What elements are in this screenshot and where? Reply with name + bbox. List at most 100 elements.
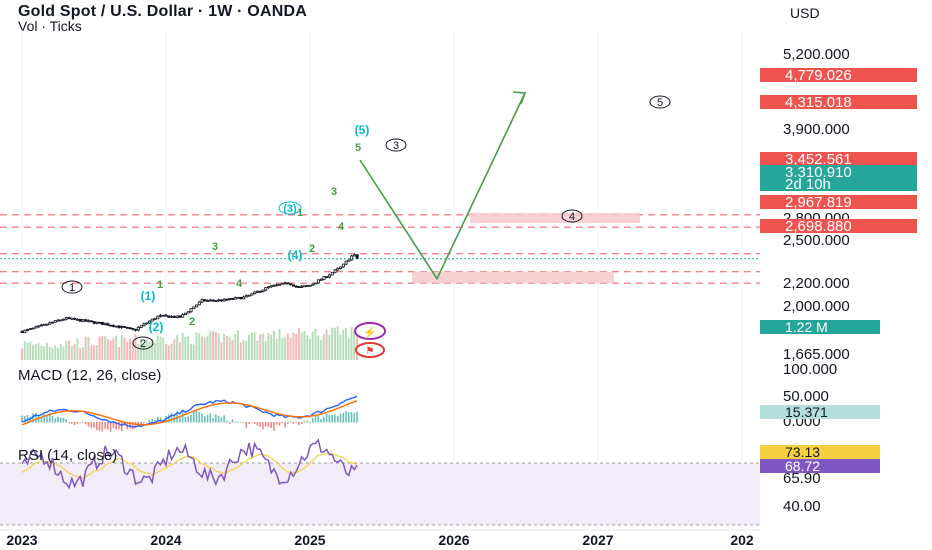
volume-bar — [37, 342, 40, 360]
macd-hist-bar — [195, 410, 198, 423]
volume-bar — [170, 343, 173, 360]
price-label-bg — [760, 177, 917, 191]
macd-hist-bar — [192, 410, 195, 423]
wave-label-primary: 2 — [140, 338, 146, 350]
volume-bar — [131, 341, 134, 360]
volume-bar — [104, 336, 107, 360]
volume-bar — [59, 344, 62, 360]
macd-hist-bar — [26, 415, 29, 423]
wave-label-minor: 4 — [338, 221, 345, 233]
macd-hist-bar — [253, 422, 256, 425]
macd-hist-bar — [115, 422, 117, 430]
macd-hist-bar — [79, 422, 81, 423]
price-label: 3,310.910 — [785, 164, 852, 181]
macd-hist-bar — [320, 419, 322, 423]
volume-bar — [79, 347, 82, 360]
candle-body — [48, 322, 52, 325]
wave-label-minor: 1 — [297, 207, 303, 219]
candle-body — [308, 284, 312, 287]
volume-bar — [239, 342, 242, 360]
candle-body — [106, 323, 110, 326]
candle-body — [175, 315, 179, 318]
macd-hist-bar — [65, 419, 68, 423]
projection-arrowhead — [512, 91, 527, 105]
macd-hist-bar — [68, 422, 70, 424]
candle-body — [39, 324, 43, 327]
candle-body — [153, 318, 157, 321]
macd-hist-bar — [314, 415, 317, 423]
wave-label-primary: 1 — [69, 282, 75, 294]
volume-bar — [350, 327, 353, 360]
macd-hist-bar — [109, 422, 112, 432]
macd-hist-bar — [342, 412, 345, 423]
macd-hist-bar — [311, 417, 314, 423]
candle-body — [319, 278, 323, 281]
wave-label-intermediate: (2) — [149, 320, 164, 334]
candle-body — [145, 322, 149, 325]
candle-body — [325, 276, 329, 278]
macd-hist-bar — [278, 422, 281, 426]
macd-hist-bar — [212, 418, 214, 423]
candle-body — [136, 327, 140, 331]
macd-hist-bar — [325, 413, 328, 423]
macd-hist-bar — [262, 422, 264, 430]
volume-bar — [189, 343, 192, 360]
volume-bar — [40, 346, 43, 360]
candle-body — [250, 293, 254, 296]
candle-body — [103, 323, 107, 326]
macd-hist-bar — [73, 422, 76, 426]
candle-body — [322, 276, 326, 280]
candle-body — [233, 297, 237, 300]
volume-bar — [156, 335, 159, 360]
wave-label-primary: 3 — [393, 140, 399, 152]
volume-bar — [153, 343, 156, 360]
macd-hist-bar — [84, 422, 87, 425]
candle-body — [95, 321, 99, 324]
candle-body — [203, 299, 207, 302]
volume-bar — [192, 344, 195, 360]
candle-body — [294, 285, 298, 288]
candle-body — [350, 255, 354, 261]
candle-body — [73, 317, 77, 320]
volume-bar — [264, 341, 267, 360]
price-axis-tick: 1,665.000 — [783, 346, 850, 363]
candle-body — [53, 320, 57, 323]
volume-bar — [45, 342, 48, 360]
candle-body — [70, 317, 74, 320]
candle-body — [114, 325, 118, 328]
macd-hist-bar — [104, 422, 106, 429]
volume-bar — [201, 336, 203, 360]
volume-bar — [214, 332, 217, 360]
wave-circle — [132, 336, 154, 350]
volume-bar — [43, 346, 46, 360]
volume-bar — [231, 340, 234, 360]
volume-bar — [336, 326, 339, 360]
candle-body — [42, 323, 46, 326]
macd-hist-bar — [323, 416, 325, 423]
macd-hist-bar — [239, 421, 242, 423]
macd-hist-bar — [170, 412, 173, 423]
volume-bar — [98, 336, 101, 360]
macd-hist-bar — [62, 417, 65, 423]
volume-bar — [123, 337, 126, 360]
macd-hist-bar — [154, 420, 156, 423]
volume-bar — [65, 341, 68, 360]
candle-body — [23, 329, 27, 333]
macd-line — [21, 395, 358, 428]
candle-body — [267, 286, 271, 289]
macd-hist-bar — [46, 415, 48, 423]
candle-body — [37, 325, 41, 328]
candle-body — [170, 316, 174, 318]
candle-body — [178, 315, 182, 318]
volume-bar — [270, 335, 273, 360]
macd-hist-bar — [43, 414, 45, 423]
volume-bar — [353, 331, 356, 360]
candle-body — [125, 326, 129, 329]
candle-body — [272, 284, 276, 287]
volume-bar — [165, 343, 167, 360]
macd-hist-bar — [300, 422, 303, 424]
volume-bar — [21, 348, 23, 360]
target-zone-5 — [470, 212, 640, 224]
rsi-value: 68.72 — [785, 458, 820, 474]
